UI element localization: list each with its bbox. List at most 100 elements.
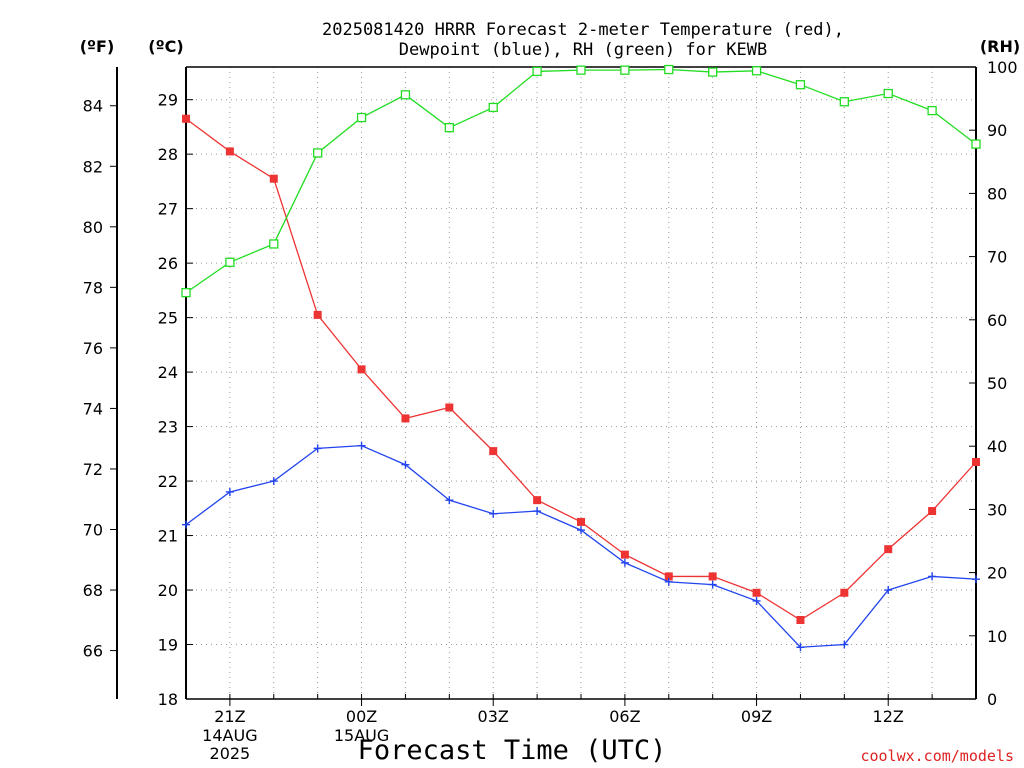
dewpoint-point: [489, 509, 498, 518]
x-tick-label: 12Z: [873, 707, 904, 726]
grid: [186, 67, 976, 699]
rh-tick-label: 0: [987, 690, 997, 709]
x-tick-label: 09Z: [741, 707, 772, 726]
dewpoint-point: [533, 507, 542, 516]
x-tick-label: 00Z: [346, 707, 377, 726]
temperature-point: [884, 545, 893, 554]
x-tick-date-label: 15AUG: [334, 726, 389, 745]
rh-point: [751, 66, 762, 76]
fahrenheit-tick-label: 76: [83, 339, 103, 358]
dewpoint-point: [577, 526, 585, 535]
x-tick-label: 03Z: [478, 707, 509, 726]
fahrenheit-tick-label: 74: [83, 399, 103, 418]
temperature-point: [533, 496, 542, 505]
rh-tick-label: 30: [987, 500, 1007, 519]
temperature-point: [489, 447, 498, 456]
rh-point: [269, 239, 279, 249]
dewpoint-point: [269, 477, 278, 486]
rh-tick-label: 50: [987, 374, 1007, 393]
rh-tick-label: 100: [987, 58, 1018, 77]
series: [181, 64, 981, 652]
dewpoint-point: [225, 487, 234, 496]
temperature-point: [401, 414, 410, 423]
temperature-point: [182, 114, 190, 123]
rh-point: [708, 67, 718, 77]
dewpoint-point: [796, 643, 805, 652]
celsius-tick-label: 20: [158, 581, 178, 600]
celsius-tick-label: 22: [158, 472, 178, 491]
fahrenheit-tick-label: 68: [83, 581, 103, 600]
celsius-tick-label: 18: [158, 690, 178, 709]
rh-point: [488, 102, 498, 113]
temperature-point: [357, 365, 366, 374]
fahrenheit-tick-label: 66: [83, 642, 103, 661]
unit-label-rh: (RH): [980, 37, 1020, 56]
chart-title-line1: 2025081420 HRRR Forecast 2-meter Tempera…: [322, 20, 844, 40]
rh-point: [576, 65, 586, 75]
dewpoint-point: [752, 596, 761, 605]
celsius-tick-label: 28: [158, 145, 178, 164]
dewpoint-point: [664, 577, 673, 586]
rh-tick-label: 70: [987, 248, 1007, 267]
dewpoint-point: [357, 441, 366, 450]
dewpoint-point: [708, 580, 717, 589]
fahrenheit-tick-label: 82: [83, 157, 103, 176]
temperature-point: [928, 507, 937, 516]
fahrenheit-tick-label: 78: [83, 278, 103, 297]
dewpoint-point: [884, 586, 893, 595]
rh-tick-label: 80: [987, 184, 1007, 203]
rh-point: [444, 123, 454, 133]
rh-point: [532, 66, 542, 77]
fahrenheit-tick-label: 70: [83, 520, 103, 539]
x-tick-date-label: 14AUG: [202, 726, 257, 745]
temperature-point: [225, 147, 234, 156]
temperature-point: [577, 517, 585, 526]
chart-title-line2: Dewpoint (blue), RH (green) for KEWB: [399, 40, 767, 60]
dewpoint-point: [972, 575, 980, 584]
temperature-point: [664, 572, 673, 581]
temperature-point: [840, 588, 849, 597]
dewpoint-point: [620, 558, 629, 567]
rh-point: [225, 257, 235, 267]
celsius-tick-label: 26: [158, 254, 178, 273]
rh-tick-label: 60: [987, 311, 1007, 330]
temperature-point: [796, 616, 805, 624]
watermark: coolwx.com/models: [860, 747, 1014, 765]
x-axis-label: Forecast Time (UTC): [358, 735, 667, 766]
x-tick-year-label: 2025: [210, 744, 251, 763]
rh-point: [795, 80, 806, 90]
temperature-point: [972, 458, 980, 466]
celsius-tick-label: 19: [158, 636, 178, 655]
temperature-point: [313, 310, 322, 319]
celsius-tick-label: 25: [158, 309, 178, 328]
celsius-tick-label: 21: [158, 527, 178, 546]
rh-tick-label: 90: [987, 121, 1007, 140]
rh-point: [883, 88, 893, 99]
x-tick-label: 21Z: [214, 707, 245, 726]
rh-tick-label: 10: [987, 627, 1007, 646]
temperature-point: [269, 174, 278, 183]
rh-point: [664, 64, 674, 75]
rh-point: [400, 90, 411, 100]
x-tick-label: 06Z: [609, 707, 640, 726]
rh-point: [927, 105, 937, 116]
unit-label-celsius: (ºC): [148, 37, 183, 56]
unit-label-fahrenheit: (ºF): [80, 37, 115, 56]
fahrenheit-tick-label: 72: [83, 460, 103, 479]
rh-point: [971, 139, 981, 149]
celsius-tick-label: 29: [158, 91, 178, 110]
rh-tick-label: 40: [987, 437, 1007, 456]
dewpoint-point: [445, 496, 454, 505]
rh-point: [620, 65, 630, 75]
temperature-point: [708, 572, 717, 581]
axes: 18 19 20 21 22 23 24 25 26 27 28 29 66 68 70 72 74 76 78 80…: [83, 58, 1018, 763]
fahrenheit-tick-label: 84: [83, 97, 103, 116]
temperature-point: [752, 588, 761, 597]
dewpoint-point: [313, 444, 322, 453]
fahrenheit-tick-label: 80: [83, 218, 103, 237]
temperature-point: [445, 403, 454, 412]
dewpoint-point: [840, 640, 849, 649]
celsius-tick-label: 27: [158, 200, 178, 219]
temperature-point: [620, 550, 629, 559]
